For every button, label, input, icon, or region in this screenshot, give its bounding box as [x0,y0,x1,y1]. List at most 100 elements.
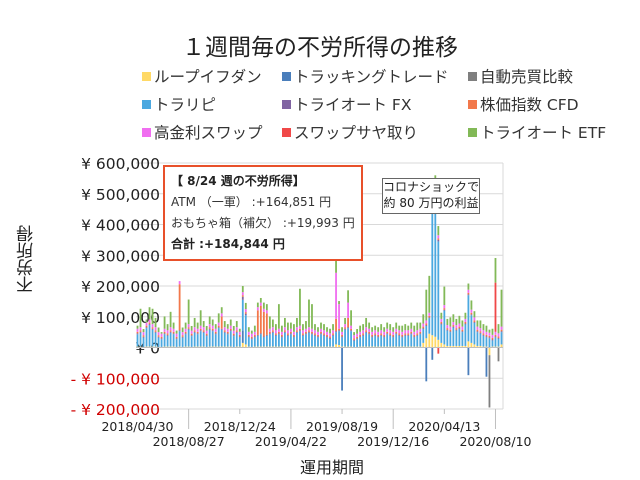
bar-segment [326,327,328,332]
bar-segment [274,330,277,334]
bar-segment [136,325,139,329]
bar-segment [196,328,199,332]
bar-segment [500,326,503,330]
bar-segment [320,322,322,329]
bar-segment [329,338,331,347]
bar-segment [323,335,325,347]
bar-segment [488,355,491,408]
bar-segment [479,333,482,346]
bar-segment [284,327,286,331]
bar-segment [293,337,295,347]
legend-swatch [468,100,477,109]
bar-segment [353,335,355,339]
bar-segment [296,327,298,331]
bar-segment [305,321,307,329]
bar-segment [440,312,443,319]
bar-segment [223,321,226,328]
bar-segment [184,331,187,334]
bar-segment [374,330,377,334]
legend-swatch [142,72,151,81]
bar-segment [485,347,488,377]
bar-segment [335,331,337,333]
bar-segment [485,336,488,338]
bar-segment [166,330,169,334]
bar-segment [479,345,482,348]
bar-segment [323,330,325,334]
bar-segment [238,328,241,332]
bar-segment [443,305,446,309]
bar-segment [287,322,289,331]
bar-segment [455,330,458,346]
bar-segment [175,333,178,337]
bar-segment [259,333,262,335]
bar-segment [392,327,395,332]
bar-segment [428,312,431,316]
bar-segment [443,286,446,306]
bar-segment [262,308,265,312]
bar-segment [458,329,461,346]
bar-segment [314,324,316,331]
bar-segment [446,325,449,329]
bar-segment [277,304,280,329]
bar-segment [241,299,244,331]
bar-segment [202,321,205,328]
bar-segment [368,322,371,329]
bar-segment [494,282,497,332]
bar-segment [323,334,325,336]
x-tick-label: 2019/04/22 [255,434,327,449]
bar-segment [262,337,265,347]
bar-segment [347,290,349,303]
bar-segment [452,321,455,326]
bar-segment [350,310,352,326]
y-tick-label: ¥ 0 [135,340,160,358]
bar-segment [290,328,292,332]
summary-atm: ATM （一軍） :+164,851 円 [171,195,332,209]
bar-segment [428,315,431,318]
bar-segment [208,316,211,325]
bar-segment [461,332,464,346]
bar-segment [187,328,190,330]
y-tick-label: ¥ 500,000 [81,186,160,204]
bar-segment [139,331,142,333]
bar-segment [250,333,253,337]
bar-segment [476,329,479,332]
bar-segment [389,324,392,331]
bar-segment [461,326,464,330]
bar-segment [262,336,265,338]
bar-segment [491,339,494,341]
bar-segment [422,326,425,329]
bar-segment [193,332,196,347]
bar-segment [491,328,494,335]
y-tick-label: - ¥ 100,000 [71,370,160,388]
bar-segment [205,336,208,347]
bar-segment [244,315,247,345]
bar-segment [154,330,157,332]
bar-segment [172,331,175,334]
bar-segment [317,336,319,338]
bar-segment [160,336,163,339]
bar-segment [305,334,307,347]
bar-segment [395,333,398,335]
bar-segment [208,329,211,347]
bar-segment [314,334,316,336]
bar-segment [265,304,268,311]
bar-segment [449,317,452,327]
bar-segment [452,326,455,328]
bar-segment [139,308,142,328]
bar-segment [241,330,244,343]
bar-segment [377,327,380,332]
bar-segment [148,324,151,326]
bar-segment [142,337,145,347]
bar-segment [299,325,301,329]
bar-segment [296,332,298,347]
legend-swatch [142,100,151,109]
bar-segment [368,333,371,335]
bar-segment [407,333,410,335]
bar-segment [482,324,485,331]
bar-segment [280,334,283,337]
bar-segment [154,332,157,347]
bar-segment [202,331,205,333]
bar-segment [202,327,205,331]
bar-segment [199,325,202,329]
